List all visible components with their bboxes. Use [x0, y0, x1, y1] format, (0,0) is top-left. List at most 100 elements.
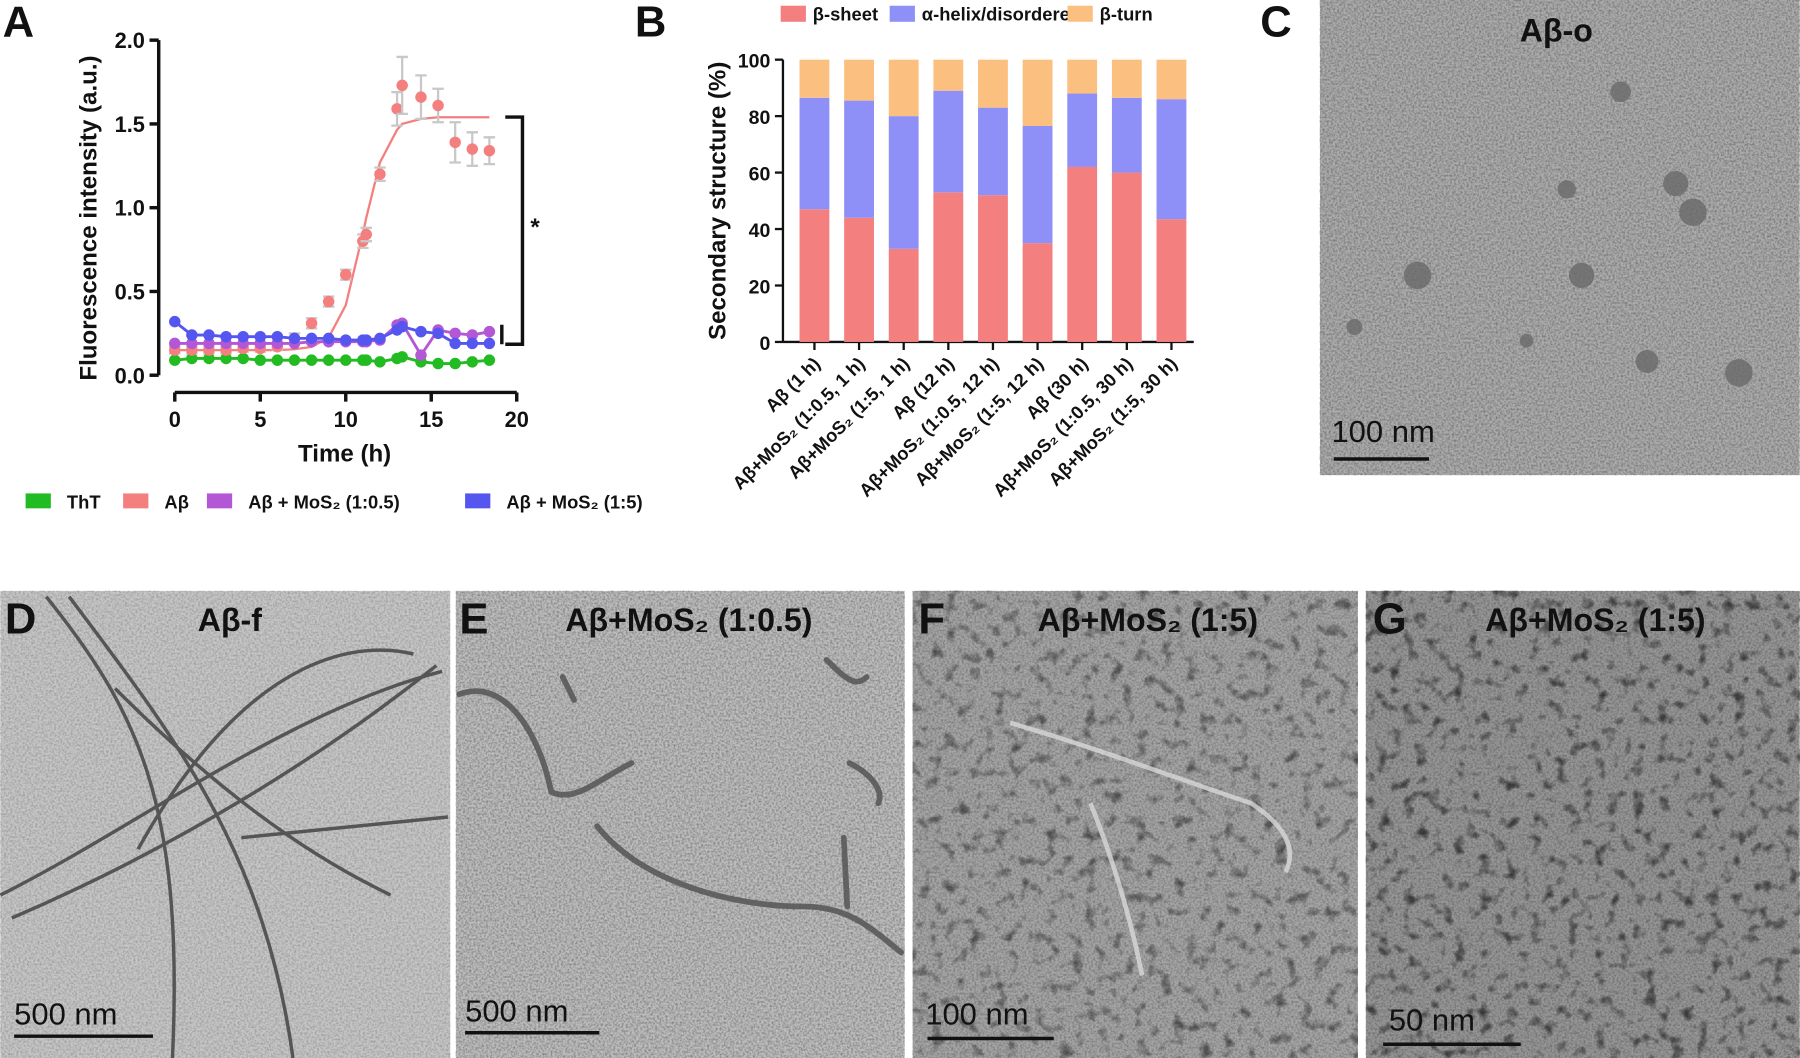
data-point: [374, 168, 386, 180]
legend-label: α-helix/disordered: [922, 4, 1081, 25]
y-tick-label: 100: [738, 51, 771, 73]
panel-letter: E: [459, 595, 488, 643]
data-point: [483, 325, 496, 338]
data-point: [203, 329, 215, 341]
data-point: [415, 349, 427, 361]
legend-swatch: [465, 493, 491, 509]
data-point: [466, 356, 479, 368]
panel-letter: C: [1260, 0, 1291, 47]
bar-segment: [799, 59, 830, 98]
scale-bar-label: 500 nm: [14, 997, 117, 1032]
data-point: [432, 99, 444, 112]
panel-title: Aβ+MoS₂ (1:0.5): [565, 602, 812, 638]
micrograph-c: [1319, 0, 1800, 476]
x-tick-label: 10: [334, 407, 358, 432]
bar-segment: [978, 107, 1008, 196]
series: [169, 315, 496, 350]
y-axis-label: Secondary structure (%): [705, 62, 732, 340]
x-tick-label: 20: [505, 407, 529, 432]
bar-segment: [888, 248, 919, 342]
legend-label: Aβ: [164, 491, 188, 512]
bar-segment: [799, 97, 830, 210]
legend-swatch: [780, 5, 806, 22]
bar-segment: [978, 59, 1008, 108]
bar-segment: [844, 217, 874, 342]
x-axis-label: Time (h): [298, 440, 391, 467]
data-point: [374, 356, 386, 368]
legend-swatch: [1067, 5, 1093, 22]
data-point: [288, 354, 301, 366]
scale-bar-label: 100 nm: [1331, 414, 1434, 449]
data-point: [415, 91, 427, 103]
bar-segment: [1067, 93, 1098, 167]
data-point: [483, 354, 496, 366]
scale-bar-label: 100 nm: [925, 997, 1028, 1032]
data-point: [432, 327, 444, 340]
legend-swatch: [25, 493, 51, 509]
series: [169, 351, 496, 370]
data-point: [254, 330, 267, 343]
data-point: [374, 332, 386, 345]
micrograph-f: [912, 590, 1358, 1058]
data-point: [186, 337, 198, 350]
legend-label: β-sheet: [813, 4, 878, 25]
data-point: [449, 337, 461, 350]
data-point: [483, 144, 496, 157]
data-point: [396, 320, 408, 333]
data-point: [322, 354, 335, 366]
data-point: [340, 334, 352, 346]
data-point: [220, 330, 232, 343]
data-point: [466, 143, 479, 155]
data-point: [271, 330, 284, 343]
data-point: [466, 329, 479, 341]
data-point: [220, 352, 232, 365]
data-point: [391, 103, 403, 115]
x-tick-label: 5: [254, 407, 266, 432]
data-point: [449, 357, 461, 370]
bar-segment: [799, 209, 830, 342]
y-axis-label: Fluorescence intensity (a.u.): [76, 55, 103, 380]
y-tick-label: 0: [759, 333, 770, 355]
bar-segment: [888, 116, 919, 249]
data-point: [237, 352, 249, 365]
data-point: [169, 354, 181, 366]
bar-segment: [1156, 99, 1187, 220]
bar-segment: [1022, 126, 1053, 244]
data-point: [186, 352, 198, 365]
scale-bar-label: 50 nm: [1389, 1002, 1475, 1037]
data-point: [322, 332, 335, 345]
data-point: [322, 295, 335, 308]
data-point: [186, 329, 198, 341]
bar-segment: [1156, 59, 1187, 100]
y-tick-label: 1.0: [115, 196, 145, 221]
bar-segment: [888, 59, 919, 117]
bar-segment: [933, 90, 964, 193]
micrograph-g: [1365, 590, 1800, 1058]
bar-segment: [933, 59, 964, 91]
data-point: [271, 354, 284, 366]
bar-segment: [1067, 59, 1098, 94]
data-point: [396, 79, 408, 92]
data-point: [360, 228, 373, 241]
data-point: [340, 354, 352, 366]
data-point: [305, 317, 318, 330]
bar-segment: [1067, 166, 1098, 342]
bar-segment: [978, 195, 1008, 342]
micrograph-d: [0, 590, 451, 1058]
significance-bracket: [500, 115, 525, 346]
panel-letter: F: [918, 595, 945, 643]
y-tick-label: 1.5: [115, 112, 145, 137]
bar-segment: [1022, 59, 1053, 127]
data-point: [169, 337, 181, 350]
panel-letter: G: [1373, 595, 1407, 643]
bar-segment: [1111, 59, 1142, 98]
panel-letter: A: [3, 0, 34, 47]
data-point: [340, 268, 352, 281]
x-tick-label: 0: [169, 407, 181, 432]
series: [169, 55, 496, 356]
bar-segment: [1111, 172, 1142, 342]
bar-segment: [933, 192, 964, 342]
micrograph-e: [455, 590, 905, 1058]
legend-label: β-turn: [1100, 4, 1153, 25]
bar-segment: [844, 59, 874, 101]
